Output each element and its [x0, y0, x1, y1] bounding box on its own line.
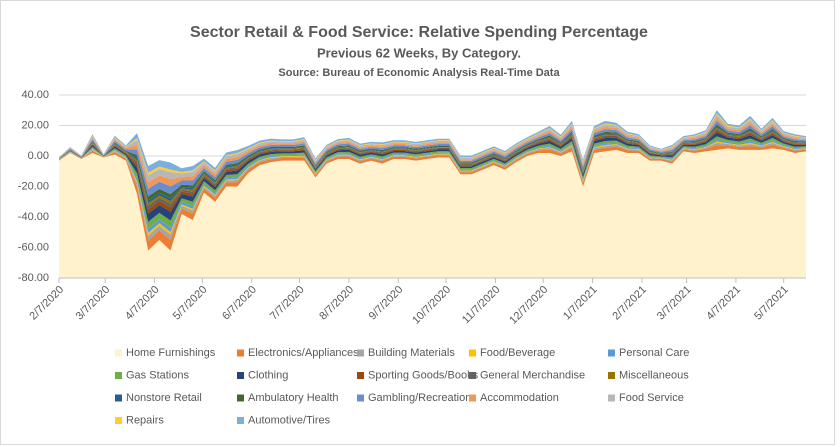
legend-item: Gambling/Recreation: [357, 392, 471, 404]
legend-label: Personal Care: [619, 347, 689, 359]
legend-swatch: [357, 394, 364, 402]
area: [59, 110, 806, 173]
legend-label: Clothing: [248, 369, 288, 381]
legend-item: Electronics/Appliances: [237, 347, 359, 359]
legend-label: Building Materials: [368, 347, 455, 359]
legend-label: General Merchandise: [480, 369, 585, 381]
y-tick-label: -20.00: [18, 180, 49, 192]
legend-label: Sporting Goods/Books: [368, 369, 479, 381]
y-tick-label: -60.00: [18, 241, 49, 253]
legend-label: Nonstore Retail: [126, 392, 202, 404]
y-tick-label: 0.00: [28, 150, 49, 162]
legend-item: General Merchandise: [469, 369, 585, 381]
legend-label: Ambulatory Health: [248, 392, 339, 404]
legend-label: Accommodation: [480, 392, 559, 404]
legend-swatch: [357, 372, 364, 379]
legend-swatch: [237, 417, 244, 424]
legend-label: Electronics/Appliances: [248, 347, 359, 359]
legend-item: Personal Care: [608, 347, 689, 359]
legend-item: Home Furnishings: [115, 347, 216, 359]
legend-item: Building Materials: [357, 347, 455, 359]
legend-swatch: [237, 349, 244, 357]
legend-item: Accommodation: [469, 392, 559, 404]
legend-label: Repairs: [126, 414, 164, 426]
y-tick-label: 20.00: [21, 119, 49, 131]
legend-item: Food/Beverage: [469, 347, 555, 359]
legend-swatch: [237, 372, 244, 379]
legend-item: Gas Stations: [115, 369, 189, 381]
legend-swatch: [115, 349, 122, 357]
chart-source: Source: Bureau of Economic Analysis Real…: [278, 67, 560, 79]
area: [59, 148, 806, 278]
legend-label: Miscellaneous: [619, 369, 689, 381]
legend-swatch: [469, 394, 476, 402]
y-tick-label: -80.00: [18, 272, 49, 284]
legend-label: Gambling/Recreation: [368, 392, 471, 404]
area: [59, 142, 806, 241]
legend-label: Food/Beverage: [480, 347, 555, 359]
legend-item: Food Service: [608, 392, 684, 404]
legend-swatch: [608, 372, 615, 379]
legend-label: Gas Stations: [126, 369, 189, 381]
legend-item: Automotive/Tires: [237, 414, 331, 426]
legend-swatch: [115, 372, 122, 379]
legend-swatch: [115, 394, 122, 402]
legend-item: Nonstore Retail: [115, 392, 202, 404]
legend-swatch: [608, 394, 615, 402]
chart-subtitle: Previous 62 Weeks, By Category.: [317, 45, 521, 60]
legend-swatch: [115, 417, 122, 424]
legend-swatch: [608, 349, 615, 357]
legend-swatch: [237, 394, 244, 402]
legend-swatch: [469, 372, 476, 379]
chart-title: Sector Retail & Food Service: Relative S…: [190, 24, 648, 41]
legend-swatch: [469, 349, 476, 357]
y-tick-label: 40.00: [21, 89, 49, 101]
y-tick-label: -40.00: [18, 211, 49, 223]
legend-item: Sporting Goods/Books: [357, 369, 479, 381]
area: [59, 132, 806, 222]
legend-item: Repairs: [115, 414, 164, 426]
legend-item: Miscellaneous: [608, 369, 689, 381]
legend-item: Clothing: [237, 369, 288, 381]
area: [59, 127, 806, 206]
legend-swatch: [357, 349, 364, 357]
legend-label: Automotive/Tires: [248, 414, 331, 426]
legend-item: Ambulatory Health: [237, 392, 339, 404]
legend-label: Home Furnishings: [126, 347, 216, 359]
legend-label: Food Service: [619, 392, 684, 404]
